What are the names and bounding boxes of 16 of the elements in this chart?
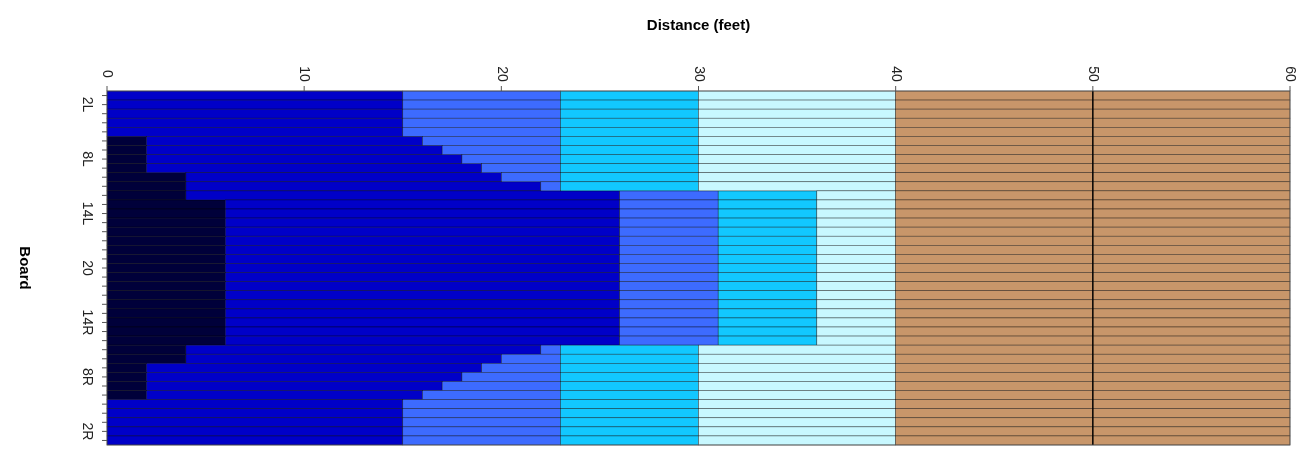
x-tick-label: 50: [1086, 66, 1103, 82]
x-axis-title: Distance (feet): [646, 16, 751, 33]
y-tick-label: 20: [80, 260, 97, 276]
y-tick-label: 8L: [80, 151, 97, 168]
x-tick-label: 40: [888, 66, 905, 82]
y-tick-label: 14R: [80, 309, 97, 336]
y-tick-label: 8R: [80, 367, 97, 386]
x-tick-label: 30: [691, 66, 708, 82]
y-axis-title: Board: [17, 246, 35, 290]
y-tick-label: 2R: [80, 422, 97, 441]
x-tick-label: 20: [494, 66, 511, 82]
x-tick-label: 0: [100, 70, 117, 79]
x-tick-label: 60: [1283, 66, 1300, 82]
x-tick-label: 10: [297, 66, 314, 82]
y-tick-label: 2L: [80, 96, 97, 113]
y-tick-label: 14L: [80, 201, 97, 226]
